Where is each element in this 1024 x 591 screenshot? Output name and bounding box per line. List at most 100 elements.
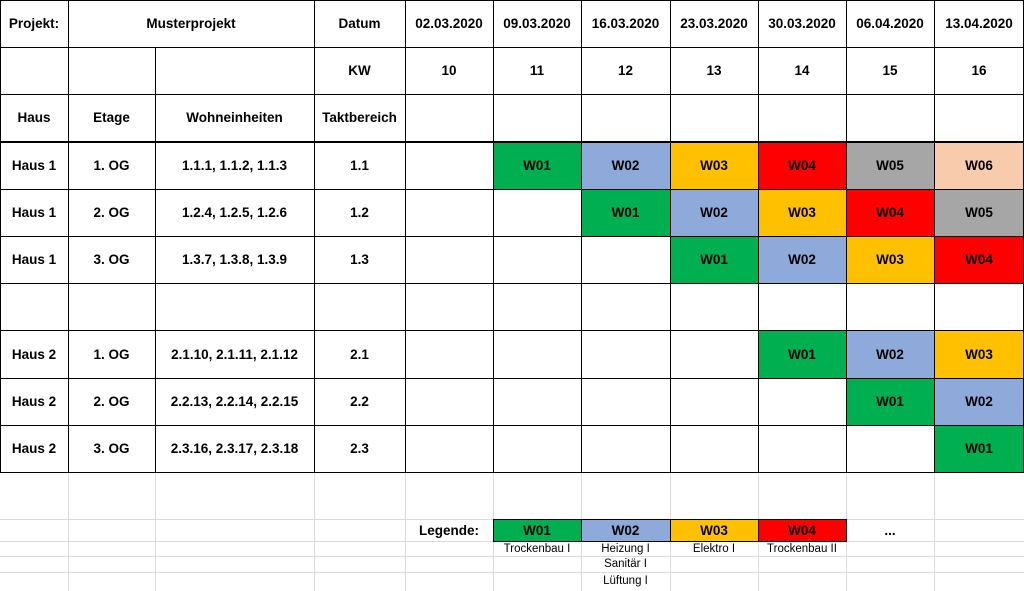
empty-cell[interactable] [934,283,1024,330]
empty-cell[interactable] [581,425,670,472]
date-cell[interactable]: 30.03.2020 [768,16,836,31]
work-package-cell[interactable]: W01 [846,378,934,425]
taktbereich-cell[interactable]: 2.1 [350,346,369,362]
date-cell[interactable]: 13.04.2020 [945,16,1013,31]
kw-cell[interactable]: 12 [617,63,634,78]
taktbereich-cell[interactable]: 2.3 [350,441,369,456]
wohneinheiten-cell[interactable]: 2.1.10, 2.1.11, 2.1.12 [171,346,298,362]
empty-cell[interactable] [670,425,758,472]
empty-cell[interactable] [670,330,758,378]
work-package-cell[interactable]: W05 [934,189,1024,236]
empty-cell[interactable] [405,283,493,330]
empty-cell[interactable] [758,283,846,330]
empty-cell[interactable] [405,236,493,283]
legend-code-cell[interactable]: W03 [670,519,758,541]
empty-cell[interactable] [670,378,758,425]
work-package-cell[interactable]: W06 [934,141,1024,189]
date-cell[interactable]: 23.03.2020 [680,16,748,31]
empty-cell[interactable] [758,425,846,472]
kw-label[interactable]: KW [348,63,371,78]
empty-cell[interactable] [493,378,581,425]
taktbereich-cell[interactable]: 1.2 [350,205,369,220]
wohneinheiten-cell[interactable]: 2.3.16, 2.3.17, 2.3.18 [170,441,299,456]
empty-cell[interactable] [405,378,493,425]
wohneinheiten-cell[interactable]: 1.3.7, 1.3.8, 1.3.9 [181,252,288,267]
work-package-cell[interactable]: W01 [934,425,1024,472]
work-package-cell[interactable]: W02 [670,189,758,236]
legend-description[interactable]: Lüftung I [603,575,648,587]
empty-cell[interactable] [581,283,670,330]
taktbereich-cell[interactable]: 2.2 [350,394,369,409]
work-package-cell[interactable]: W04 [934,236,1024,283]
empty-cell[interactable] [493,330,581,378]
haus-cell[interactable]: Haus 1 [11,157,57,173]
work-package-cell[interactable]: W02 [846,330,934,378]
etage-cell[interactable]: 1. OG [93,157,130,173]
legend-code-cell[interactable]: W04 [758,519,846,541]
taktbereich-cell[interactable]: 1.3 [350,252,369,267]
empty-cell[interactable] [670,283,758,330]
empty-cell[interactable] [405,330,493,378]
legend-code-cell[interactable]: W02 [581,519,670,541]
legend-description[interactable]: Heizung I [601,542,650,555]
empty-cell[interactable] [493,189,581,236]
work-package-cell[interactable]: W03 [934,330,1024,378]
empty-cell[interactable] [405,189,493,236]
work-package-cell[interactable]: W01 [581,189,670,236]
work-package-cell[interactable]: W03 [670,141,758,189]
column-header-haus[interactable]: Haus [17,110,51,125]
wohneinheiten-cell[interactable]: 2.2.13, 2.2.14, 2.2.15 [170,394,299,409]
datum-label[interactable]: Datum [338,16,381,31]
taktbereich-cell[interactable]: 1.1 [350,157,369,173]
column-header-wohneinheiten[interactable]: Wohneinheiten [186,110,283,125]
etage-cell[interactable]: 2. OG [93,205,130,220]
empty-cell[interactable] [493,283,581,330]
projekt-name[interactable]: Musterprojekt [146,16,236,31]
date-cell[interactable]: 02.03.2020 [415,16,483,31]
legend-label[interactable]: Legende: [418,522,479,538]
etage-cell[interactable]: 3. OG [93,441,130,456]
work-package-cell[interactable]: W01 [670,236,758,283]
wohneinheiten-cell[interactable]: 1.2.4, 1.2.5, 1.2.6 [181,205,288,220]
work-package-cell[interactable]: W02 [934,378,1024,425]
work-package-cell[interactable]: W01 [493,141,581,189]
date-cell[interactable]: 06.04.2020 [856,16,924,31]
column-header-taktbereich[interactable]: Taktbereich [322,110,397,125]
haus-cell[interactable]: Haus 1 [11,205,57,220]
etage-cell[interactable]: 1. OG [93,346,130,362]
wohneinheiten-cell[interactable]: 1.1.1, 1.1.2, 1.1.3 [181,157,288,173]
empty-cell[interactable] [405,425,493,472]
work-package-cell[interactable]: W01 [758,330,846,378]
date-cell[interactable]: 09.03.2020 [503,16,571,31]
etage-cell[interactable] [68,283,155,330]
legend-description[interactable]: Trockenbau II [767,542,837,555]
work-package-cell[interactable]: W05 [846,141,934,189]
projekt-label[interactable]: Projekt: [8,16,60,31]
etage-cell[interactable]: 2. OG [93,394,130,409]
work-package-cell[interactable]: W03 [846,236,934,283]
kw-cell[interactable]: 16 [971,63,987,78]
haus-cell[interactable] [0,283,68,330]
haus-cell[interactable]: Haus 2 [11,441,57,456]
empty-cell[interactable] [581,236,670,283]
empty-cell[interactable] [846,425,934,472]
column-header-etage[interactable]: Etage [93,110,130,125]
empty-cell[interactable] [493,425,581,472]
legend-description[interactable]: Elektro I [692,542,736,555]
legend-more[interactable]: ... [884,522,896,538]
empty-cell[interactable] [493,236,581,283]
taktbereich-cell[interactable] [314,283,405,330]
empty-cell[interactable] [758,378,846,425]
work-package-cell[interactable]: W04 [846,189,934,236]
kw-cell[interactable]: 10 [441,63,457,78]
etage-cell[interactable]: 3. OG [93,252,130,267]
kw-cell[interactable]: 13 [706,63,722,78]
empty-cell[interactable] [581,330,670,378]
empty-cell[interactable] [405,141,493,189]
work-package-cell[interactable]: W02 [581,141,670,189]
empty-cell[interactable] [581,378,670,425]
kw-cell[interactable]: 11 [529,63,545,78]
work-package-cell[interactable]: W04 [758,141,846,189]
haus-cell[interactable]: Haus 2 [11,394,57,409]
date-cell[interactable]: 16.03.2020 [591,16,660,31]
